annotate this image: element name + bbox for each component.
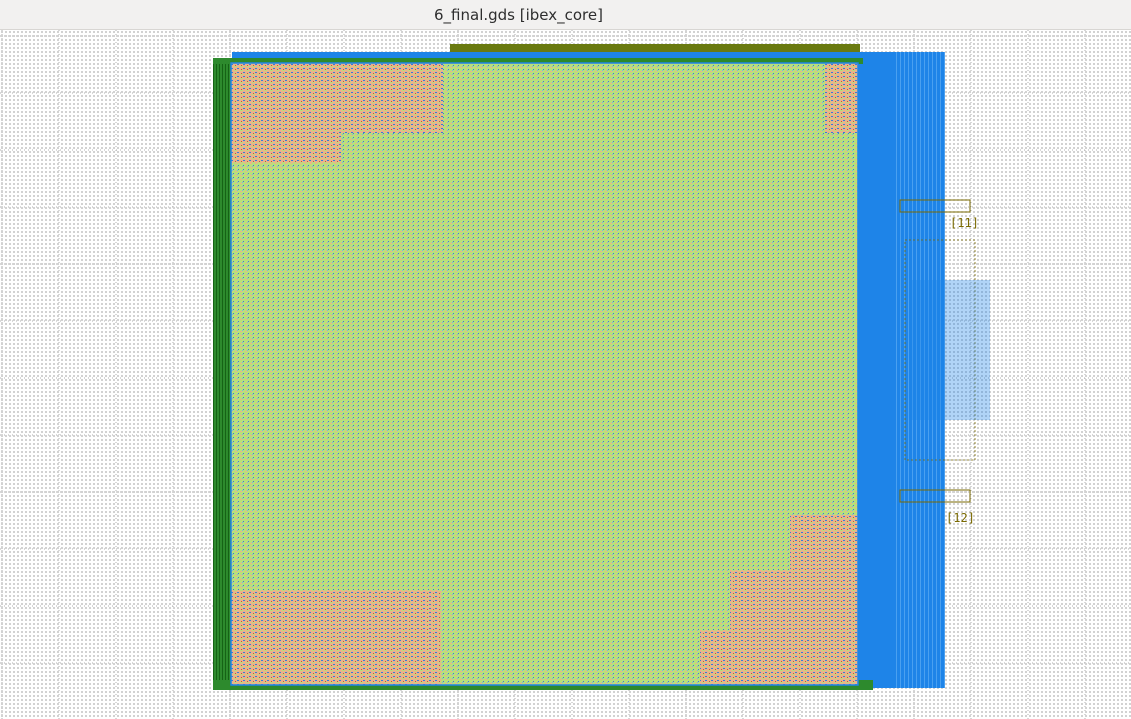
- io-pin-bank-top: [232, 52, 862, 62]
- power-ring-top: [213, 58, 863, 64]
- window-titlebar: 6_final.gds [ibex_core]: [0, 0, 1131, 30]
- pin-label-cluster: [899, 199, 990, 503]
- window-title: 6_final.gds [ibex_core]: [434, 6, 603, 24]
- power-ring-left: [213, 58, 233, 690]
- std-cell-regions: [231, 63, 858, 685]
- core-boundary: [230, 62, 859, 686]
- pin-label-12: [12]: [946, 511, 975, 525]
- top-label-strip: [450, 44, 860, 52]
- io-pin-bank-right-dense: [855, 52, 895, 688]
- gds-layout-icon[interactable]: [11] [12]: [0, 30, 1131, 719]
- pin-label-11: [11]: [950, 216, 979, 230]
- layout-canvas[interactable]: [11] [12]: [0, 30, 1131, 719]
